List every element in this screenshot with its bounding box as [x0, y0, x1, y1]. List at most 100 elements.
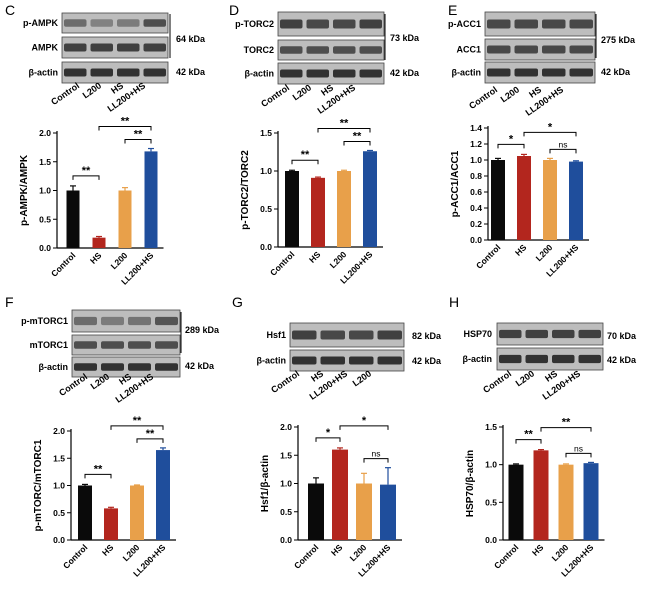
kda-label: 275 kDa: [601, 35, 636, 45]
blot-band: [333, 69, 356, 78]
bar-l200: [130, 485, 144, 540]
blot-band: [359, 46, 382, 54]
bar-chart: 0.0 0.5 1.0 1.5 2.0 p-mTORC/mTORC1 Control HS L2…: [33, 415, 176, 579]
western-blot: p-AMPK AMPK β-actin 64 kDa 42 kDa Control L200…: [23, 12, 206, 114]
x-tick-label: L200: [348, 542, 369, 563]
x-tick-label: Control: [268, 249, 296, 277]
significance-bracket: [110, 425, 164, 430]
significance-label: **: [133, 415, 142, 427]
blot-band: [143, 19, 166, 27]
blot-band: [552, 329, 575, 339]
y-tick-label: 1.0: [470, 155, 482, 165]
y-tick-label: 0.5: [39, 214, 51, 224]
significance-bracket: [523, 131, 577, 137]
blot-lane-label: L200: [499, 84, 522, 104]
blot-lane-label: Control: [259, 82, 291, 109]
y-tick-label: 0.5: [485, 497, 497, 507]
blot-band: [117, 19, 140, 27]
y-tick-label: 0.0: [280, 535, 292, 545]
blot-band: [542, 19, 566, 29]
blot-band: [64, 19, 87, 27]
blot-band: [143, 43, 166, 52]
y-axis-label: Hsf1/β-actin: [260, 455, 271, 512]
blot-strip: [277, 62, 385, 85]
panel-letter: D: [229, 2, 239, 18]
blot-band: [499, 329, 522, 339]
blot-row-label: β-actin: [452, 68, 482, 78]
blot-strip: [484, 61, 596, 84]
blot-band: [74, 341, 97, 349]
y-tick-label: 1.5: [260, 128, 272, 138]
x-tick-label: HS: [513, 242, 529, 258]
blot-lane-label: Control: [467, 84, 499, 111]
significance-label: **: [340, 117, 349, 129]
blot-band: [292, 330, 317, 340]
significance-bracket: [315, 437, 341, 442]
blot-band: [64, 43, 87, 52]
significance-bracket: [343, 140, 371, 146]
significance-label: *: [548, 121, 553, 133]
y-axis-label: p-ACC1/ACC1: [450, 150, 461, 217]
blot-band: [101, 341, 124, 349]
y-tick-label: 1.4: [470, 123, 482, 133]
x-tick-label: L200: [109, 250, 130, 271]
blot-row-label: p-TORC2: [235, 19, 274, 29]
y-axis-label: HSP70/β-actin: [465, 450, 476, 517]
significance-bracket: [98, 126, 152, 131]
blot-band: [306, 69, 329, 78]
blot-band: [377, 330, 402, 340]
y-tick-label: 0.2: [470, 219, 482, 229]
blot-band: [514, 19, 538, 29]
significance-label: **: [94, 463, 103, 475]
blot-row-label: β-actin: [257, 356, 287, 366]
bar-control: [508, 464, 524, 540]
blot-lane-label: Control: [481, 368, 513, 395]
blot-strip: [277, 39, 385, 61]
x-tick-label: HS: [88, 250, 104, 266]
blot-band: [64, 68, 87, 77]
blot-band: [90, 43, 113, 52]
bar-hs: [533, 450, 549, 540]
y-tick-label: 0.0: [485, 535, 497, 545]
panel-letter: C: [5, 2, 15, 18]
blot-strip: [289, 349, 405, 372]
blot-strip: [71, 334, 181, 356]
significance-label: *: [509, 133, 514, 145]
significance-bracket: [124, 139, 152, 144]
blot-row-label: Hsf1: [266, 330, 286, 340]
bar-hs: [517, 156, 531, 240]
blot-strip: [496, 322, 604, 346]
blot-strip: [71, 309, 181, 333]
significance-label: **: [82, 165, 91, 177]
y-tick-label: 0.4: [470, 203, 482, 213]
panel-letter: H: [449, 294, 459, 310]
blot-row-label: p-ACC1: [448, 19, 481, 29]
significance-label: **: [524, 429, 533, 441]
bar-hs: [92, 237, 106, 248]
y-tick-label: 0.0: [260, 242, 272, 252]
western-blot: p-ACC1 ACC1 β-actin 275 kDa 42 kDa Control L20…: [448, 11, 636, 118]
blot-band: [292, 356, 317, 365]
y-tick-label: 0.5: [53, 508, 65, 518]
y-tick-label: 2.0: [39, 128, 51, 138]
y-axis-label: p-TORC2/TORC2: [240, 150, 251, 230]
blot-band: [143, 68, 166, 77]
blot-band: [349, 356, 374, 365]
y-tick-label: 2.0: [53, 426, 65, 436]
blot-band: [280, 69, 303, 78]
blot-lane-label: L200: [291, 82, 314, 102]
y-tick-label: 0.8: [470, 171, 482, 181]
kda-label: 42 kDa: [390, 68, 420, 78]
significance-bracket: [291, 159, 319, 165]
kda-label: 42 kDa: [412, 356, 442, 366]
blot-band: [128, 341, 151, 349]
bar-ll200-hs: [156, 450, 170, 540]
significance-bracket: [84, 473, 112, 479]
significance-label: **: [146, 428, 155, 440]
bar-l200: [543, 160, 557, 240]
